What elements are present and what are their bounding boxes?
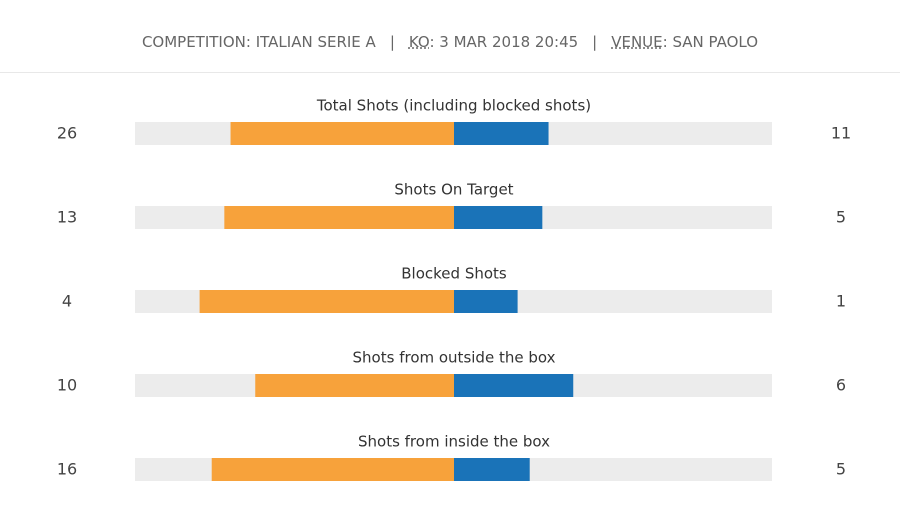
stat-label: Shots from inside the box — [358, 433, 550, 451]
home-value: 26 — [57, 124, 77, 143]
home-bar — [224, 206, 454, 229]
home-value: 16 — [57, 460, 77, 479]
away-value: 1 — [836, 292, 846, 311]
home-bar — [230, 122, 454, 145]
away-bar — [454, 458, 530, 481]
info-value: SAN PAOLO — [672, 33, 759, 51]
info-colon: : — [429, 33, 435, 51]
away-bar — [454, 206, 543, 229]
home-value: 4 — [62, 292, 72, 311]
away-value: 11 — [831, 124, 851, 143]
away-bar — [454, 122, 549, 145]
away-value: 6 — [836, 376, 846, 395]
info-label: KO — [408, 33, 430, 51]
home-value: 13 — [57, 208, 77, 227]
divider: | — [592, 33, 598, 51]
info-value: 3 MAR 2018 20:45 — [439, 33, 579, 51]
away-value: 5 — [836, 460, 846, 479]
stat-label: Blocked Shots — [401, 265, 507, 283]
info-label: COMPETITION — [141, 33, 246, 51]
home-bar — [211, 458, 454, 481]
info-label: VENUE — [611, 33, 663, 51]
stat-label: Shots On Target — [394, 181, 513, 199]
stat-label: Shots from outside the box — [353, 349, 556, 367]
match-info: COMPETITION: ITALIAN SERIE A | KO: 3 MAR 2… — [0, 33, 900, 51]
divider: | — [389, 33, 395, 51]
away-bar — [454, 374, 574, 397]
home-bar — [255, 374, 454, 397]
home-value: 10 — [57, 376, 77, 395]
home-bar — [199, 290, 454, 313]
info-colon: : — [245, 33, 251, 51]
info-colon: : — [662, 33, 668, 51]
info-value: ITALIAN SERIE A — [255, 33, 376, 51]
divider-line — [0, 72, 900, 73]
away-value: 5 — [836, 208, 846, 227]
away-bar — [454, 290, 518, 313]
stat-label: Total Shots (including blocked shots) — [316, 97, 591, 115]
